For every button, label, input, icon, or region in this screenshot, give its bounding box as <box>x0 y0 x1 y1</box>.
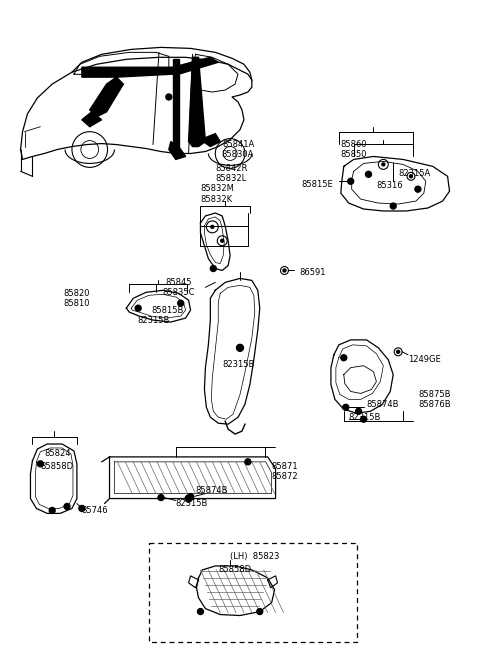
Text: 85875B
85876B: 85875B 85876B <box>418 390 451 409</box>
Circle shape <box>211 225 214 229</box>
Text: 85871
85872: 85871 85872 <box>272 462 298 481</box>
Text: 85874B: 85874B <box>195 486 228 495</box>
Circle shape <box>185 495 192 502</box>
Circle shape <box>343 404 349 410</box>
Text: 86591: 86591 <box>300 268 326 277</box>
Bar <box>149 543 357 643</box>
Circle shape <box>360 416 367 422</box>
Polygon shape <box>173 57 218 74</box>
Circle shape <box>197 608 204 614</box>
Text: 85858D: 85858D <box>218 565 252 574</box>
Text: 85841A
85830A: 85841A 85830A <box>222 140 254 159</box>
Circle shape <box>245 459 251 465</box>
Polygon shape <box>169 141 186 159</box>
Polygon shape <box>90 77 123 117</box>
Text: 85815B: 85815B <box>151 306 183 314</box>
Text: 85820
85810: 85820 85810 <box>64 289 90 308</box>
Circle shape <box>237 345 243 351</box>
Polygon shape <box>173 60 179 147</box>
Circle shape <box>178 300 184 306</box>
Circle shape <box>257 608 263 614</box>
Circle shape <box>382 163 385 166</box>
Polygon shape <box>189 57 205 147</box>
Circle shape <box>49 508 55 514</box>
Text: 82315B: 82315B <box>349 413 381 422</box>
Circle shape <box>341 355 347 361</box>
Circle shape <box>37 461 43 467</box>
Polygon shape <box>82 112 102 126</box>
Text: 85874B: 85874B <box>367 400 399 409</box>
Text: 82315B: 82315B <box>137 316 169 325</box>
Circle shape <box>390 203 396 209</box>
Polygon shape <box>201 134 220 147</box>
Text: 82315B: 82315B <box>222 360 254 369</box>
Circle shape <box>396 350 400 353</box>
Circle shape <box>135 305 141 311</box>
Circle shape <box>366 172 372 178</box>
Circle shape <box>221 239 224 242</box>
Text: 85858D: 85858D <box>41 462 74 472</box>
Circle shape <box>283 269 286 272</box>
Circle shape <box>79 506 85 512</box>
Circle shape <box>415 186 421 192</box>
Text: 85824: 85824 <box>44 449 71 458</box>
Circle shape <box>64 504 70 510</box>
Polygon shape <box>82 67 173 77</box>
Text: 82315A: 82315A <box>398 169 431 178</box>
Text: 1249GE: 1249GE <box>408 355 441 364</box>
Circle shape <box>188 494 193 500</box>
Text: 85842R
85832L: 85842R 85832L <box>216 164 248 183</box>
Text: (LH)  85823: (LH) 85823 <box>230 552 279 561</box>
Text: 85845
85835C: 85845 85835C <box>162 278 195 297</box>
Circle shape <box>409 175 412 178</box>
Text: 85832M
85832K: 85832M 85832K <box>201 185 234 204</box>
Text: 85746: 85746 <box>82 506 108 515</box>
Text: 85860
85850: 85860 85850 <box>340 140 367 159</box>
Text: 85815E: 85815E <box>301 179 333 189</box>
Text: 82315B: 82315B <box>176 499 208 508</box>
Text: 85316: 85316 <box>376 181 403 190</box>
Circle shape <box>356 408 361 414</box>
Circle shape <box>166 94 172 100</box>
Circle shape <box>210 265 216 271</box>
Circle shape <box>158 495 164 500</box>
Circle shape <box>348 178 354 184</box>
